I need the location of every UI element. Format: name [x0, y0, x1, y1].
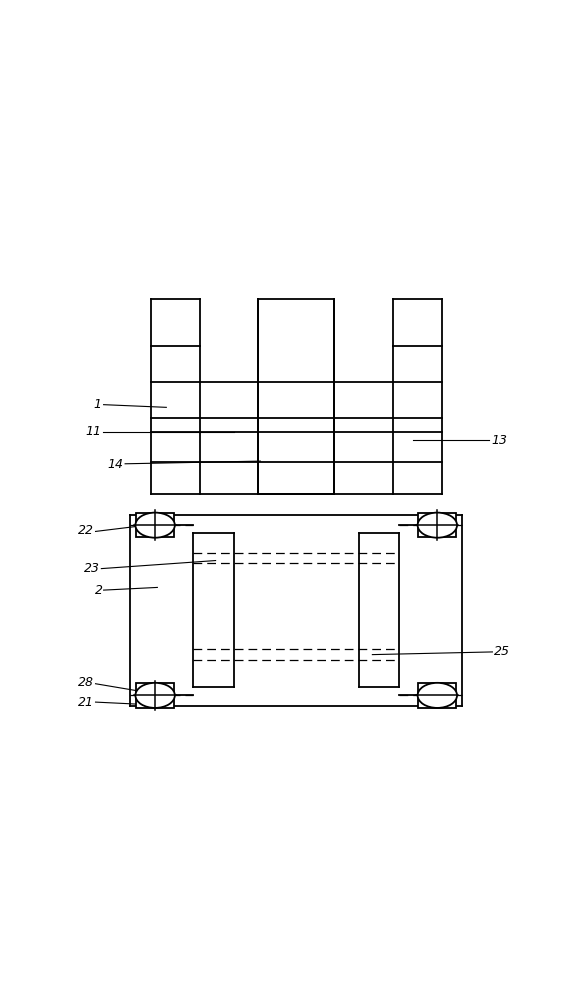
- Bar: [418, 513, 457, 537]
- Text: 25: 25: [494, 645, 510, 658]
- Text: 13: 13: [491, 434, 507, 447]
- Ellipse shape: [135, 513, 175, 538]
- Text: 23: 23: [84, 562, 100, 575]
- Text: 21: 21: [78, 696, 94, 709]
- Bar: [136, 683, 174, 708]
- Ellipse shape: [135, 683, 175, 708]
- Bar: [258, 299, 334, 494]
- Text: 28: 28: [78, 676, 94, 689]
- Bar: [136, 513, 174, 537]
- Text: 2: 2: [95, 584, 103, 597]
- Text: 1: 1: [94, 398, 101, 411]
- Bar: [418, 683, 457, 708]
- Text: 14: 14: [108, 458, 124, 471]
- Text: 22: 22: [78, 524, 94, 537]
- Ellipse shape: [418, 683, 457, 708]
- Text: 11: 11: [86, 425, 101, 438]
- Ellipse shape: [418, 513, 457, 538]
